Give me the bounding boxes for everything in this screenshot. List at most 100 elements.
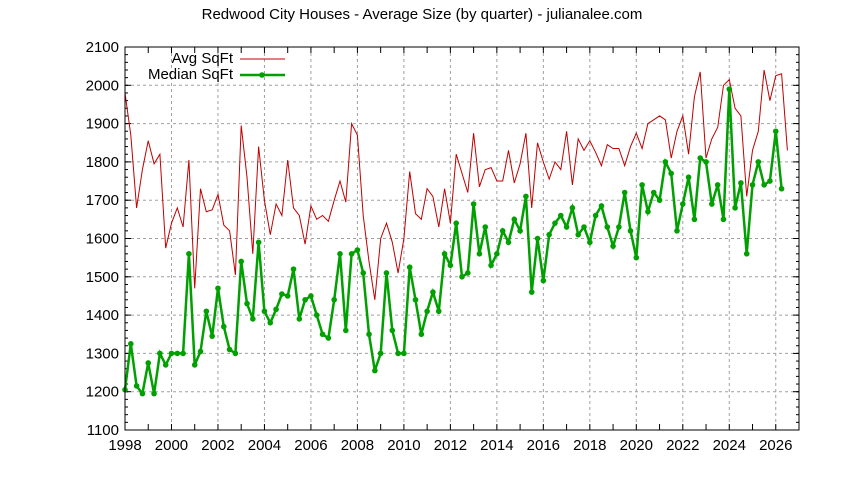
data-point <box>238 258 245 265</box>
data-point <box>482 224 489 230</box>
data-point <box>505 239 512 246</box>
y-tick-label: 2000 <box>86 77 119 94</box>
data-point <box>540 277 547 284</box>
data-point <box>209 333 215 339</box>
data-point <box>668 170 674 177</box>
data-point <box>697 155 704 161</box>
data-point <box>476 251 483 257</box>
data-point <box>186 251 192 257</box>
data-point <box>337 251 343 257</box>
data-point <box>575 231 582 238</box>
data-point <box>691 216 698 223</box>
data-point <box>372 367 378 374</box>
data-series <box>122 69 788 397</box>
data-point <box>534 235 541 242</box>
x-tick-label: 2018 <box>573 437 606 454</box>
data-point <box>174 350 181 357</box>
data-point <box>767 178 773 184</box>
data-point <box>360 270 367 276</box>
grid-lines <box>125 47 799 430</box>
y-tick-label: 1100 <box>87 422 119 439</box>
data-point <box>424 308 430 315</box>
y-tick-label: 1300 <box>86 345 119 362</box>
y-tick-label: 1500 <box>86 269 119 286</box>
data-point <box>354 247 361 253</box>
data-point <box>662 159 669 165</box>
data-point <box>598 203 605 209</box>
data-point <box>523 193 529 200</box>
data-point <box>279 291 285 297</box>
data-point <box>755 159 762 165</box>
data-point <box>465 270 471 276</box>
data-point <box>145 360 152 366</box>
data-point <box>377 350 384 357</box>
data-point <box>389 327 396 334</box>
data-point <box>720 216 727 223</box>
data-point <box>743 251 750 257</box>
data-point <box>714 182 721 188</box>
data-point <box>133 383 140 389</box>
data-point <box>250 316 256 322</box>
data-point <box>511 216 518 223</box>
data-point <box>604 224 611 230</box>
data-point <box>709 201 715 207</box>
data-point <box>319 331 326 338</box>
series-line <box>124 69 788 300</box>
data-point <box>325 335 332 341</box>
data-point <box>139 390 146 397</box>
y-tick-label: 1700 <box>86 192 119 209</box>
data-point <box>459 274 465 280</box>
data-point <box>674 228 680 234</box>
data-point <box>656 197 663 203</box>
data-point <box>470 201 477 207</box>
data-point <box>557 212 564 219</box>
data-point <box>255 239 262 246</box>
data-point <box>232 350 239 357</box>
x-tick-label: 2024 <box>713 437 746 454</box>
data-point <box>430 289 436 295</box>
data-point <box>406 264 413 271</box>
x-tick-label: 2022 <box>666 437 699 454</box>
data-point <box>679 201 686 207</box>
data-point <box>284 293 291 299</box>
data-point <box>441 251 448 257</box>
data-point <box>610 243 616 249</box>
data-point <box>738 180 744 186</box>
data-point <box>290 266 297 272</box>
y-tick-label: 1400 <box>86 307 119 324</box>
x-tick-label: 2004 <box>248 437 281 454</box>
data-point <box>313 312 320 318</box>
data-point <box>395 350 401 357</box>
data-point <box>168 350 175 357</box>
x-tick-label: 2014 <box>480 437 513 454</box>
data-point <box>203 308 210 315</box>
data-point <box>302 296 308 303</box>
data-point <box>517 228 523 234</box>
data-point <box>197 348 204 355</box>
y-tick-label: 1200 <box>86 384 119 401</box>
data-point <box>273 306 279 313</box>
legend: Avg SqFt Median SqFt <box>148 50 285 83</box>
data-point <box>162 362 169 368</box>
data-point <box>650 189 657 196</box>
data-point <box>308 293 314 299</box>
data-point <box>348 251 355 257</box>
data-point <box>703 159 709 165</box>
legend-label-median: Median SqFt <box>148 66 234 83</box>
y-tick-label: 2100 <box>86 39 119 56</box>
data-point <box>226 346 233 353</box>
data-point <box>546 231 552 238</box>
y-tick-label: 1900 <box>86 116 119 133</box>
x-tick-label: 2012 <box>434 437 467 454</box>
data-point <box>581 224 587 230</box>
data-point <box>267 319 274 326</box>
y-tick-label: 1600 <box>86 231 119 248</box>
data-point <box>128 341 134 347</box>
x-tick-label: 1998 <box>108 437 141 454</box>
data-point <box>447 262 454 269</box>
x-tick-label: 2006 <box>294 437 327 454</box>
data-point <box>488 262 494 269</box>
data-point <box>494 251 500 257</box>
chart-title: Redwood City Houses - Average Size (by q… <box>201 6 643 23</box>
